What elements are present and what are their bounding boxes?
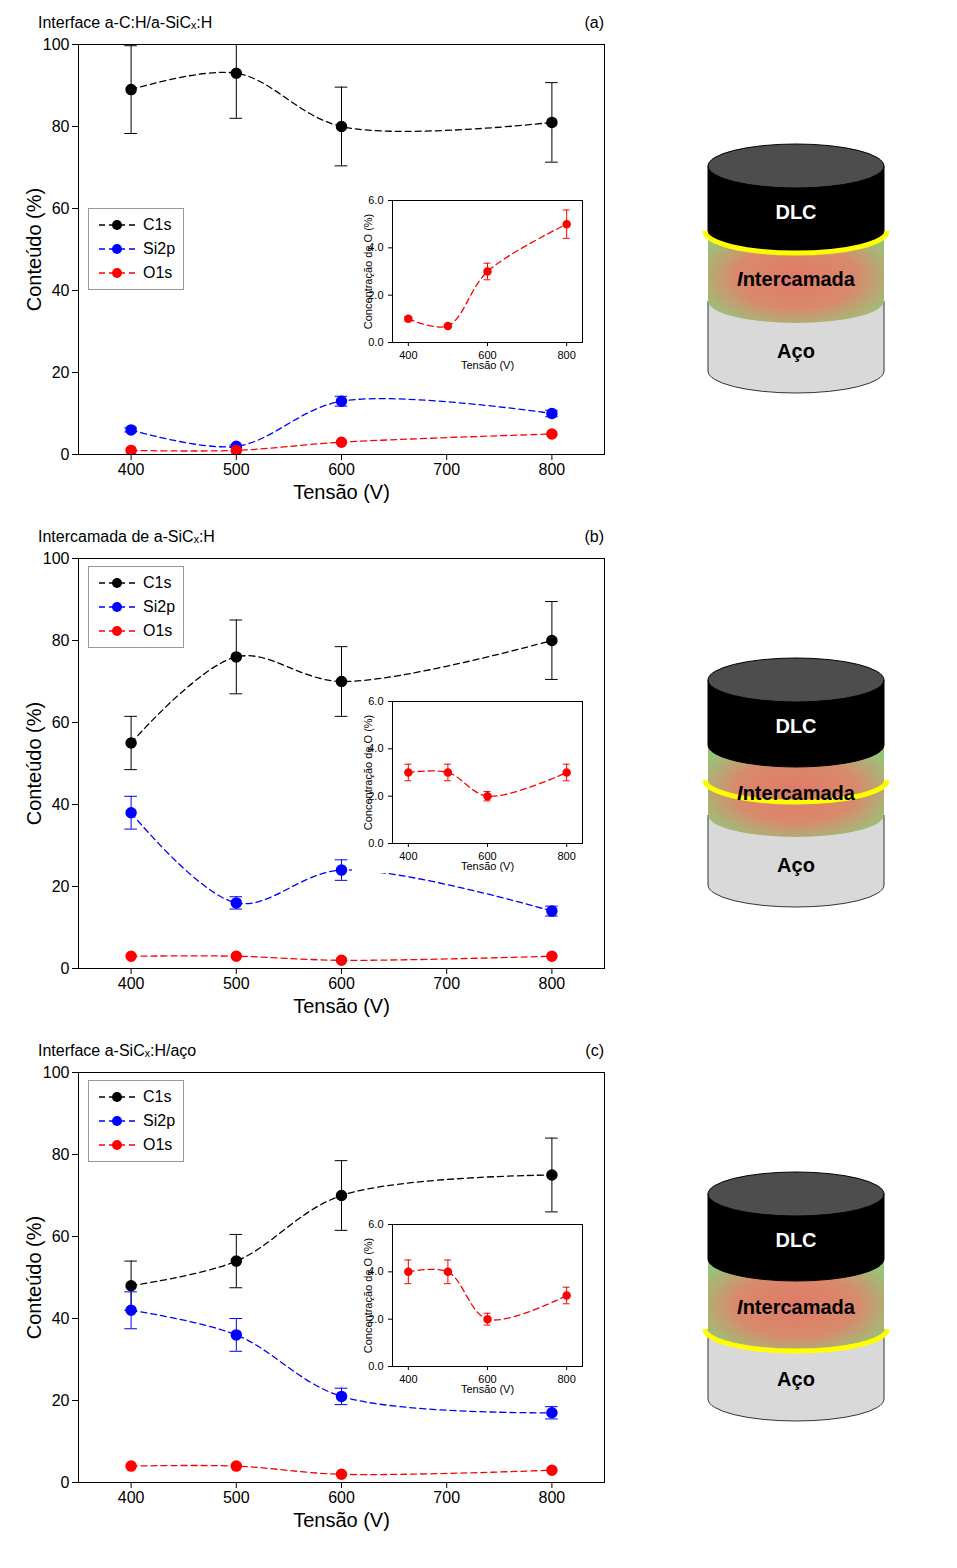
svg-text:40: 40 <box>52 1310 70 1327</box>
svg-text:4.0: 4.0 <box>367 240 383 253</box>
html-text:C1s: C1s <box>143 574 172 591</box>
svg-text:600: 600 <box>328 975 355 992</box>
svg-text:600: 600 <box>477 348 497 361</box>
svg-text:60: 60 <box>52 200 70 217</box>
svg-text:400: 400 <box>118 461 145 478</box>
svg-text:60: 60 <box>52 1228 70 1245</box>
svg-text:400: 400 <box>118 1489 145 1506</box>
svg-text:2.0: 2.0 <box>367 790 383 802</box>
svg-text:4.0: 4.0 <box>367 1264 383 1277</box>
svg-text:60: 60 <box>52 714 70 731</box>
svg-text:600: 600 <box>328 1489 355 1506</box>
svg-text:DLC: DLC <box>775 715 816 737</box>
svg-text:800: 800 <box>557 1373 575 1385</box>
svg-text:800: 800 <box>539 1489 566 1506</box>
svg-text:Conteúdo (%): Conteúdo (%) <box>23 1216 45 1339</box>
svg-text:40: 40 <box>52 796 70 813</box>
svg-text:100: 100 <box>43 1064 70 1081</box>
svg-text:Aço: Aço <box>777 1368 815 1390</box>
svg-text:Tensão (V): Tensão (V) <box>460 358 513 370</box>
svg-text:500: 500 <box>223 461 250 478</box>
svg-text:0: 0 <box>61 446 70 463</box>
svg-text:80: 80 <box>52 632 70 649</box>
svg-text:600: 600 <box>328 461 355 478</box>
svg-text:2.0: 2.0 <box>367 288 383 301</box>
svg-text:DLC: DLC <box>775 1229 816 1251</box>
html-text:O1s: O1s <box>143 264 173 281</box>
svg-text:Tensão (V): Tensão (V) <box>460 1382 513 1394</box>
svg-text:0: 0 <box>61 960 70 977</box>
svg-text:0.0: 0.0 <box>368 837 383 849</box>
svg-text:400: 400 <box>399 1373 417 1385</box>
svg-text:Concentração de O (%): Concentração de O (%) <box>362 213 374 329</box>
svg-text:Tensão (V): Tensão (V) <box>293 481 390 503</box>
svg-text:2.0: 2.0 <box>367 1312 383 1325</box>
svg-text:Aço: Aço <box>777 854 815 876</box>
svg-text:500: 500 <box>223 975 250 992</box>
svg-text:Concentração de O (%): Concentração de O (%) <box>362 715 374 831</box>
svg-text:6.0: 6.0 <box>368 194 383 206</box>
svg-text:Conteúdo (%): Conteúdo (%) <box>23 188 45 311</box>
html-text:(a): (a) <box>584 14 604 31</box>
svg-text:Conteúdo (%): Conteúdo (%) <box>23 702 45 825</box>
html-text:O1s: O1s <box>143 1136 173 1153</box>
svg-text:0: 0 <box>61 1474 70 1491</box>
svg-text:800: 800 <box>539 461 566 478</box>
svg-text:600: 600 <box>477 1372 497 1385</box>
svg-text:100: 100 <box>43 36 70 53</box>
html-text:(b): (b) <box>584 528 604 545</box>
svg-text:700: 700 <box>433 975 460 992</box>
html-text:Interface a-SiCₓ:H/aço: Interface a-SiCₓ:H/aço <box>38 1042 197 1059</box>
html-text:C1s: C1s <box>143 216 172 233</box>
svg-text:20: 20 <box>52 1392 70 1409</box>
html-text:C1s: C1s <box>143 1088 172 1105</box>
html-text:O1s: O1s <box>143 622 173 639</box>
svg-text:400: 400 <box>118 975 145 992</box>
html-text:Si2p: Si2p <box>143 240 175 257</box>
svg-text:80: 80 <box>52 1146 70 1163</box>
html-text:(c): (c) <box>585 1042 604 1059</box>
svg-text:6.0: 6.0 <box>368 1218 383 1230</box>
svg-text:0.0: 0.0 <box>368 336 383 348</box>
svg-text:80: 80 <box>52 118 70 135</box>
svg-text:Aço: Aço <box>777 340 815 362</box>
svg-text:600: 600 <box>477 850 497 863</box>
html-text:Si2p: Si2p <box>143 1112 175 1129</box>
svg-text:800: 800 <box>539 975 566 992</box>
html-text:Si2p: Si2p <box>143 598 175 615</box>
svg-text:800: 800 <box>557 851 575 863</box>
svg-text:Tensão (V): Tensão (V) <box>293 995 390 1017</box>
svg-text:400: 400 <box>399 851 417 863</box>
html-text:Interface a-C:H/a-SiCₓ:H: Interface a-C:H/a-SiCₓ:H <box>38 14 213 31</box>
svg-text:Tensão (V): Tensão (V) <box>293 1509 390 1531</box>
svg-text:700: 700 <box>433 461 460 478</box>
svg-text:40: 40 <box>52 282 70 299</box>
svg-text:Tensão (V): Tensão (V) <box>460 860 513 872</box>
html-text:Intercamada de a-SiCₓ:H: Intercamada de a-SiCₓ:H <box>38 528 215 545</box>
svg-text:Intercamada: Intercamada <box>737 1296 856 1318</box>
svg-text:500: 500 <box>223 1489 250 1506</box>
svg-text:700: 700 <box>433 1489 460 1506</box>
svg-text:Intercamada: Intercamada <box>737 782 856 804</box>
svg-text:0.0: 0.0 <box>368 1360 383 1372</box>
svg-text:DLC: DLC <box>775 201 816 223</box>
svg-text:Intercamada: Intercamada <box>737 268 856 290</box>
svg-text:20: 20 <box>52 878 70 895</box>
svg-text:4.0: 4.0 <box>367 742 383 755</box>
svg-text:800: 800 <box>557 349 575 361</box>
svg-text:100: 100 <box>43 550 70 567</box>
svg-text:20: 20 <box>52 364 70 381</box>
svg-text:400: 400 <box>399 349 417 361</box>
svg-text:Concentração de O (%): Concentração de O (%) <box>362 1237 374 1353</box>
svg-text:6.0: 6.0 <box>368 695 383 707</box>
